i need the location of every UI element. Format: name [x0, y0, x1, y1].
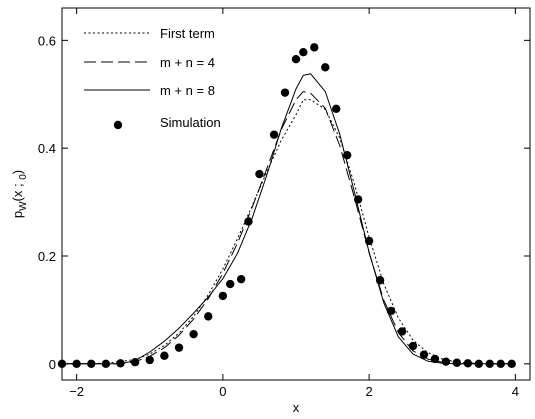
x-tick-label: −2: [69, 384, 84, 399]
x-tick-label: 0: [219, 384, 226, 399]
series-line-0: [61, 99, 516, 365]
y-axis-label-main: p: [10, 211, 25, 218]
simulation-point: [299, 48, 308, 57]
simulation-point: [87, 359, 96, 369]
simulation-point: [485, 359, 494, 369]
y-axis-label-sub2: 0: [18, 174, 29, 180]
x-axis-label: x: [293, 400, 300, 415]
simulation-point: [174, 343, 184, 352]
simulation-point: [332, 104, 341, 114]
simulation-point: [218, 291, 228, 301]
simulation-point: [116, 359, 125, 368]
simulation-point: [408, 341, 418, 351]
simulation-point: [189, 329, 198, 339]
plot-frame: [61, 7, 531, 381]
ticks: [62, 8, 530, 380]
simulation-point: [321, 63, 330, 72]
simulation-point: [397, 327, 407, 336]
series-line-1: [62, 91, 516, 365]
simulation-point: [452, 358, 462, 367]
simulation-point: [463, 359, 473, 368]
simulation-point: [507, 359, 516, 369]
tick-labels: −2 0 2 4 0 0.2 0.4 0.6: [38, 33, 519, 399]
simulation-point: [130, 358, 140, 367]
y-axis-label-sub1: W: [18, 201, 29, 211]
y-tick-label: 0.6: [38, 33, 56, 48]
simulation-point: [310, 43, 319, 52]
series-line-2: [62, 73, 516, 365]
y-tick-label: 0.2: [38, 249, 56, 264]
simulation-point: [496, 359, 505, 369]
legend: First term m + n = 4 m + n = 8 Simulation: [84, 26, 221, 130]
series-layer: [57, 43, 516, 369]
legend-marker: [113, 120, 123, 130]
simulation-point: [255, 169, 264, 179]
simulation-point: [280, 88, 290, 97]
simulation-point: [386, 306, 396, 316]
x-tick-label: 4: [512, 384, 519, 399]
simulation-point: [342, 150, 352, 160]
simulation-point: [72, 359, 81, 369]
simulation-point: [375, 276, 385, 285]
simulation-point: [364, 236, 374, 246]
simulation-point: [430, 354, 440, 364]
y-axis-label: pW(x ; 0): [10, 170, 29, 218]
legend-label: m + n = 8: [160, 83, 215, 98]
simulation-point: [101, 359, 111, 369]
legend-label: m + n = 4: [160, 55, 215, 70]
legend-label: First term: [160, 26, 215, 41]
y-axis-label-mid: (x ;: [10, 180, 25, 202]
simulation-point: [441, 357, 451, 366]
y-tick-label: 0.4: [38, 141, 56, 156]
simulation-point: [419, 350, 429, 359]
simulation-point: [225, 279, 235, 289]
simulation-point: [160, 351, 169, 360]
simulation-point: [353, 195, 363, 204]
simulation-point: [204, 312, 213, 321]
y-axis-label-end: ): [10, 170, 25, 174]
simulation-point: [269, 130, 279, 139]
simulation-point: [145, 355, 154, 365]
simulation-point: [57, 359, 67, 369]
simulation-point: [474, 359, 484, 369]
simulation-point: [291, 55, 301, 64]
simulation-point: [236, 274, 246, 284]
legend-label: Simulation: [160, 115, 221, 130]
simulation-point: [244, 217, 253, 226]
y-tick-label: 0: [49, 357, 56, 372]
x-tick-label: 2: [366, 384, 373, 399]
